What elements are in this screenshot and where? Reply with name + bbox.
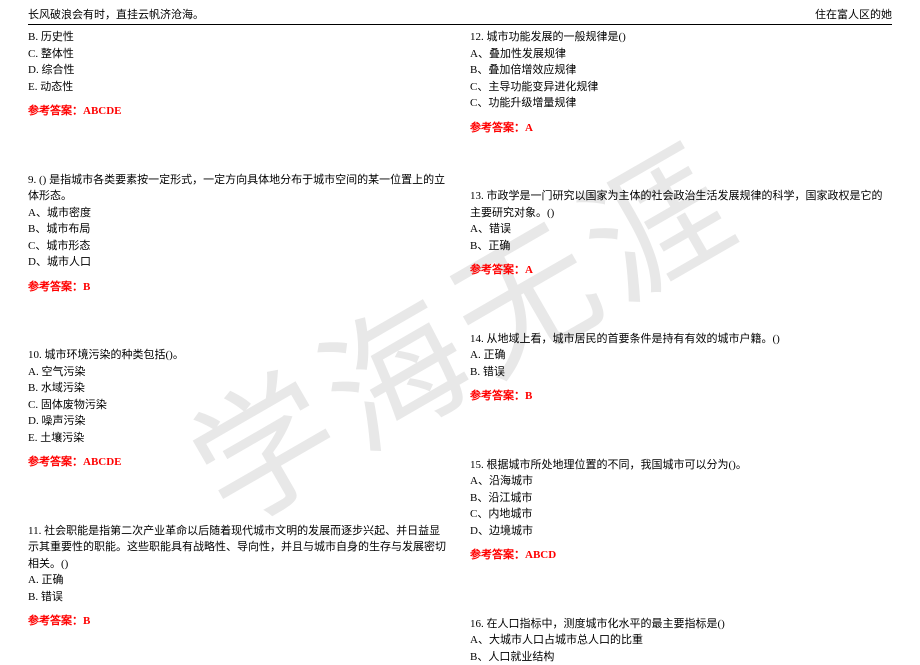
answer-text: 参考答案：B (28, 279, 450, 296)
option-text: A. 空气污染 (28, 364, 450, 381)
option-text: B. 历史性 (28, 29, 450, 46)
header-right: 住在富人区的她 (815, 6, 892, 22)
option-text: B. 水域污染 (28, 380, 450, 397)
question-stem: 10. 城市环境污染的种类包括()。 (28, 347, 450, 364)
option-text: C. 固体废物污染 (28, 397, 450, 414)
option-text: C、功能升级增量规律 (470, 95, 892, 112)
option-text: C、内地城市 (470, 506, 892, 523)
option-text: C. 整体性 (28, 46, 450, 63)
question-stem: 9. () 是指城市各类要素按一定形式，一定方向具体地分布于城市空间的某一位置上… (28, 172, 450, 205)
answer-text: 参考答案：ABCDE (28, 103, 450, 120)
answer-text: 参考答案：A (470, 120, 892, 137)
question-stem: 15. 根据城市所处地理位置的不同，我国城市可以分为()。 (470, 457, 892, 474)
answer-text: 参考答案：ABCDE (28, 454, 450, 471)
question-14: 14. 从地域上看，城市居民的首要条件是持有有效的城市户籍。() A. 正确 B… (470, 331, 892, 405)
option-text: D、城市人口 (28, 254, 450, 271)
option-text: A、叠加性发展规律 (470, 46, 892, 63)
answer-text: 参考答案：A (470, 262, 892, 279)
question-8-tail: B. 历史性 C. 整体性 D. 综合性 E. 动态性 参考答案：ABCDE (28, 29, 450, 120)
question-11: 11. 社会职能是指第二次产业革命以后随着现代城市文明的发展而逐步兴起、并日益显… (28, 523, 450, 630)
option-text: E. 动态性 (28, 79, 450, 96)
question-10: 10. 城市环境污染的种类包括()。 A. 空气污染 B. 水域污染 C. 固体… (28, 347, 450, 471)
question-stem: 14. 从地域上看，城市居民的首要条件是持有有效的城市户籍。() (470, 331, 892, 348)
question-stem: 12. 城市功能发展的一般规律是() (470, 29, 892, 46)
option-text: B、叠加倍增效应规律 (470, 62, 892, 79)
question-16: 16. 在人口指标中，测度城市化水平的最主要指标是() A、大城市人口占城市总人… (470, 616, 892, 665)
option-text: E. 土壤污染 (28, 430, 450, 447)
page-content: 长风破浪会有时，直挂云帆济沧海。 住在富人区的她 B. 历史性 C. 整体性 D… (0, 0, 920, 665)
question-15: 15. 根据城市所处地理位置的不同，我国城市可以分为()。 A、沿海城市 B、沿… (470, 457, 892, 564)
option-text: C、城市形态 (28, 238, 450, 255)
page-header: 长风破浪会有时，直挂云帆济沧海。 住在富人区的她 (28, 6, 892, 25)
option-text: B、沿江城市 (470, 490, 892, 507)
question-13: 13. 市政学是一门研究以国家为主体的社会政治生活发展规律的科学，国家政权是它的… (470, 188, 892, 279)
answer-text: 参考答案：B (28, 613, 450, 630)
question-9: 9. () 是指城市各类要素按一定形式，一定方向具体地分布于城市空间的某一位置上… (28, 172, 450, 296)
question-stem: 16. 在人口指标中，测度城市化水平的最主要指标是() (470, 616, 892, 633)
answer-text: 参考答案：ABCD (470, 547, 892, 564)
question-stem: 11. 社会职能是指第二次产业革命以后随着现代城市文明的发展而逐步兴起、并日益显… (28, 523, 450, 573)
right-column: 12. 城市功能发展的一般规律是() A、叠加性发展规律 B、叠加倍增效应规律 … (470, 29, 892, 665)
option-text: D. 噪声污染 (28, 413, 450, 430)
option-text: C、主导功能变异进化规律 (470, 79, 892, 96)
header-left: 长风破浪会有时，直挂云帆济沧海。 (28, 6, 204, 22)
answer-text: 参考答案：B (470, 388, 892, 405)
option-text: B. 错误 (470, 364, 892, 381)
left-column: B. 历史性 C. 整体性 D. 综合性 E. 动态性 参考答案：ABCDE 9… (28, 29, 450, 665)
option-text: A、城市密度 (28, 205, 450, 222)
question-stem: 13. 市政学是一门研究以国家为主体的社会政治生活发展规律的科学，国家政权是它的… (470, 188, 892, 221)
option-text: B、城市布局 (28, 221, 450, 238)
two-column-layout: B. 历史性 C. 整体性 D. 综合性 E. 动态性 参考答案：ABCDE 9… (28, 29, 892, 665)
option-text: A、错误 (470, 221, 892, 238)
option-text: B. 错误 (28, 589, 450, 606)
option-text: D、边境城市 (470, 523, 892, 540)
option-text: A. 正确 (28, 572, 450, 589)
question-12: 12. 城市功能发展的一般规律是() A、叠加性发展规律 B、叠加倍增效应规律 … (470, 29, 892, 136)
option-text: A、沿海城市 (470, 473, 892, 490)
option-text: B、正确 (470, 238, 892, 255)
option-text: D. 综合性 (28, 62, 450, 79)
option-text: A. 正确 (470, 347, 892, 364)
option-text: A、大城市人口占城市总人口的比重 (470, 632, 892, 649)
